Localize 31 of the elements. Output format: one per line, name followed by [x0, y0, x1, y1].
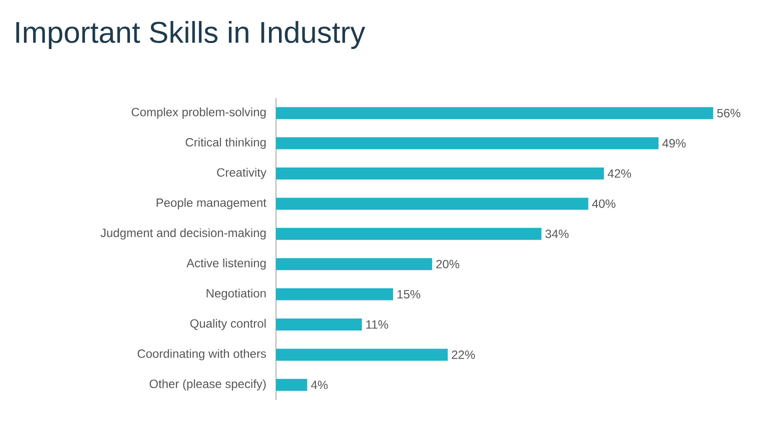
data-label: 11%	[366, 320, 388, 329]
y-tick-label: Negotiation	[206, 288, 266, 300]
bar	[276, 348, 448, 361]
data-label: 15%	[398, 290, 420, 299]
data-label: 22%	[452, 350, 475, 359]
y-tick-label: Coordinating with others	[138, 349, 266, 360]
data-label: 56%	[717, 108, 740, 118]
bar	[276, 288, 394, 300]
bar	[276, 198, 588, 210]
y-tick-label: Active listening	[186, 258, 266, 270]
bar	[276, 168, 604, 180]
data-label: 42%	[608, 169, 632, 178]
bar	[276, 258, 432, 270]
bar	[276, 107, 714, 120]
data-label: 20%	[436, 260, 460, 268]
bar	[276, 378, 308, 391]
data-label: 34%	[545, 230, 569, 238]
y-tick-label: Quality control	[190, 318, 266, 330]
y-tick-label: Other (please specify)	[150, 379, 266, 390]
data-label: 49%	[662, 139, 686, 148]
y-tick-label: Critical thinking	[186, 138, 266, 149]
y-tick-label: Judgment and decision-making	[100, 228, 266, 240]
bar	[276, 228, 542, 240]
bar	[276, 137, 659, 150]
data-label: 4%	[311, 380, 328, 390]
chart-title: Important Skills in Industry	[16, 21, 366, 49]
y-tick-label: People management	[156, 198, 266, 210]
y-tick-label: Creativity	[217, 168, 266, 180]
bar	[276, 318, 362, 330]
y-tick-label: Complex problem-solving	[132, 108, 266, 119]
data-label: 40%	[592, 199, 616, 208]
